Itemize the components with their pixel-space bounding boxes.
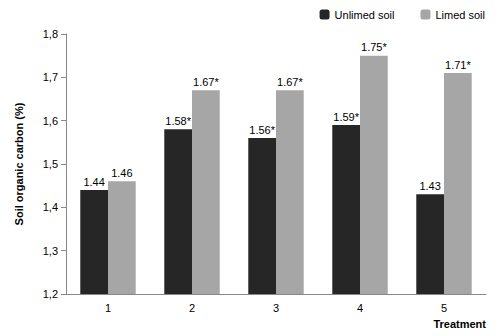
svg-text:5: 5 bbox=[441, 302, 447, 314]
svg-text:1.67*: 1.67* bbox=[193, 76, 219, 88]
svg-text:Treatment: Treatment bbox=[433, 318, 486, 330]
svg-text:1.56*: 1.56* bbox=[249, 124, 275, 136]
svg-text:1.75*: 1.75* bbox=[361, 41, 387, 53]
svg-text:1,4: 1,4 bbox=[43, 201, 58, 213]
svg-text:1.58*: 1.58* bbox=[165, 115, 191, 127]
svg-text:1,7: 1,7 bbox=[43, 71, 58, 83]
svg-text:1.71*: 1.71* bbox=[445, 59, 471, 71]
svg-text:1.59*: 1.59* bbox=[333, 111, 359, 123]
svg-text:4: 4 bbox=[357, 302, 363, 314]
svg-text:Limed soil: Limed soil bbox=[435, 9, 485, 21]
svg-text:1,2: 1,2 bbox=[43, 288, 58, 300]
svg-text:Unlimed soil: Unlimed soil bbox=[335, 9, 395, 21]
svg-text:1,8: 1,8 bbox=[43, 28, 58, 40]
svg-text:2: 2 bbox=[189, 302, 195, 314]
svg-text:1,3: 1,3 bbox=[43, 245, 58, 257]
svg-text:1.43: 1.43 bbox=[419, 180, 440, 192]
svg-text:1,6: 1,6 bbox=[43, 115, 58, 127]
svg-text:1: 1 bbox=[105, 302, 111, 314]
svg-text:1.44: 1.44 bbox=[83, 176, 104, 188]
svg-text:1.46: 1.46 bbox=[111, 167, 132, 179]
svg-text:1.67*: 1.67* bbox=[277, 76, 303, 88]
svg-text:1,5: 1,5 bbox=[43, 158, 58, 170]
svg-text:Soil organic carbon (%): Soil organic carbon (%) bbox=[13, 102, 25, 225]
svg-text:3: 3 bbox=[273, 302, 279, 314]
